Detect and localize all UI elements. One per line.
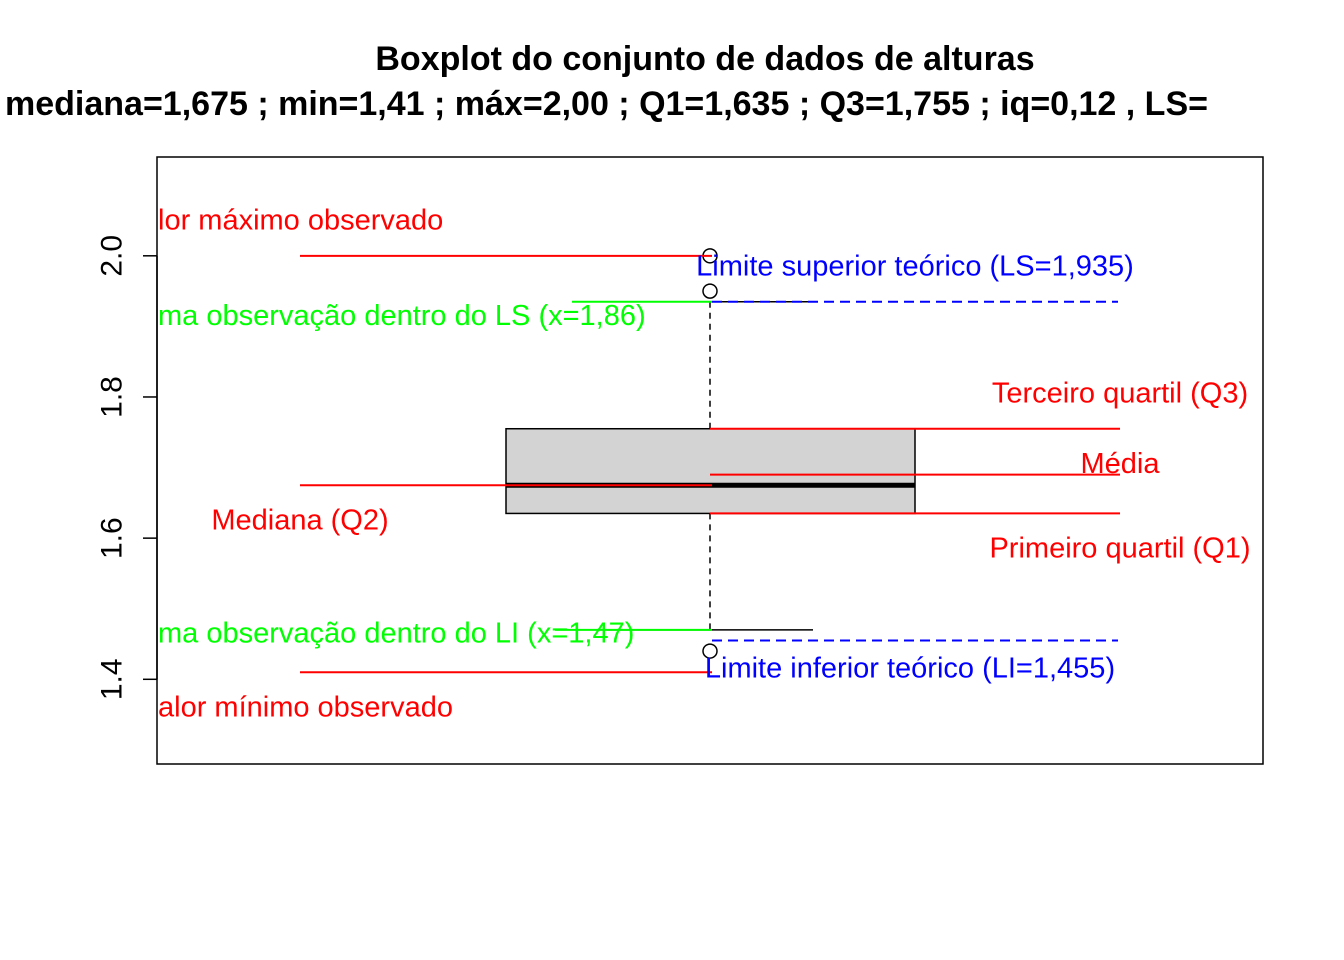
plot-area: 1.4 1.6 1.8 2.0 lor máximo observado Limite s… <box>96 156 1264 765</box>
y-tick-label: 1.4 <box>96 658 129 700</box>
annotation-max: lor máximo observado <box>158 205 443 237</box>
outlier-point <box>702 643 718 659</box>
chart-title: Boxplot do conjunto de dados de alturas <box>375 40 1034 78</box>
y-tick-label: 1.6 <box>96 517 129 559</box>
annotation-q3: Terceiro quartil (Q3) <box>992 377 1248 409</box>
annotation-min: alor mínimo observado <box>158 692 453 724</box>
annotation-li: Limite inferior teórico (LI=1,455) <box>705 653 1115 685</box>
plot-frame <box>156 156 1264 765</box>
plot-content: lor máximo observado Limite superior teór… <box>158 205 1251 724</box>
annotation-median: Mediana (Q2) <box>211 504 388 536</box>
y-tick-label: 2.0 <box>96 235 129 277</box>
annotation-lower-obs: ma observação dentro do LI (x=1,47) <box>158 617 634 649</box>
annotation-mean: Média <box>1081 448 1161 480</box>
chart-subtitle: mediana=1,675 ; min=1,41 ; máx=2,00 ; Q1… <box>5 85 1208 123</box>
annotation-upper-obs: ma observação dentro do LS (x=1,86) <box>158 300 646 332</box>
annotation-ls: Limite superior teórico (LS=1,935) <box>696 250 1134 282</box>
iqr-box <box>505 427 916 515</box>
y-tick-label: 1.8 <box>96 376 129 418</box>
outlier-point <box>702 283 718 299</box>
annotation-q1: Primeiro quartil (Q1) <box>989 533 1250 565</box>
